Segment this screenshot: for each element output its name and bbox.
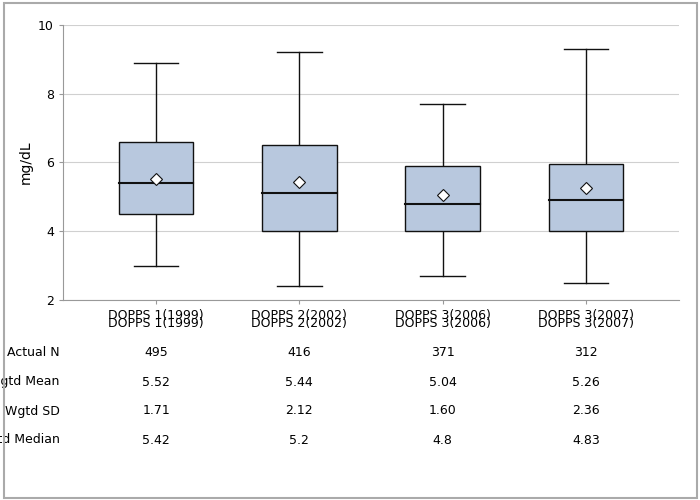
Bar [549, 164, 623, 231]
Text: 5.26: 5.26 [572, 376, 600, 388]
Bar [405, 166, 480, 231]
Bar [119, 142, 193, 214]
Text: 371: 371 [430, 346, 454, 360]
Text: 416: 416 [288, 346, 312, 360]
Bar [262, 146, 337, 231]
Y-axis label: mg/dL: mg/dL [18, 140, 32, 184]
Text: Wgtd SD: Wgtd SD [5, 404, 60, 417]
Text: 2.12: 2.12 [286, 404, 313, 417]
Text: DOPPS 3(2007): DOPPS 3(2007) [538, 318, 634, 330]
Text: DOPPS 2(2002): DOPPS 2(2002) [251, 318, 347, 330]
Text: Wgtd Mean: Wgtd Mean [0, 376, 60, 388]
Text: 495: 495 [144, 346, 168, 360]
Text: Wgtd Median: Wgtd Median [0, 434, 60, 446]
Text: 5.44: 5.44 [286, 376, 313, 388]
Text: 312: 312 [574, 346, 598, 360]
Text: 2.36: 2.36 [572, 404, 600, 417]
Text: 4.8: 4.8 [433, 434, 453, 446]
Text: 1.60: 1.60 [429, 404, 456, 417]
Text: 4.83: 4.83 [572, 434, 600, 446]
Text: 5.52: 5.52 [142, 376, 170, 388]
Text: 5.42: 5.42 [142, 434, 170, 446]
Text: DOPPS 1(1999): DOPPS 1(1999) [108, 318, 204, 330]
Text: 5.04: 5.04 [428, 376, 456, 388]
Text: DOPPS 3(2006): DOPPS 3(2006) [395, 318, 491, 330]
Text: Actual N: Actual N [7, 346, 60, 360]
Text: 5.2: 5.2 [289, 434, 309, 446]
Text: 1.71: 1.71 [142, 404, 170, 417]
